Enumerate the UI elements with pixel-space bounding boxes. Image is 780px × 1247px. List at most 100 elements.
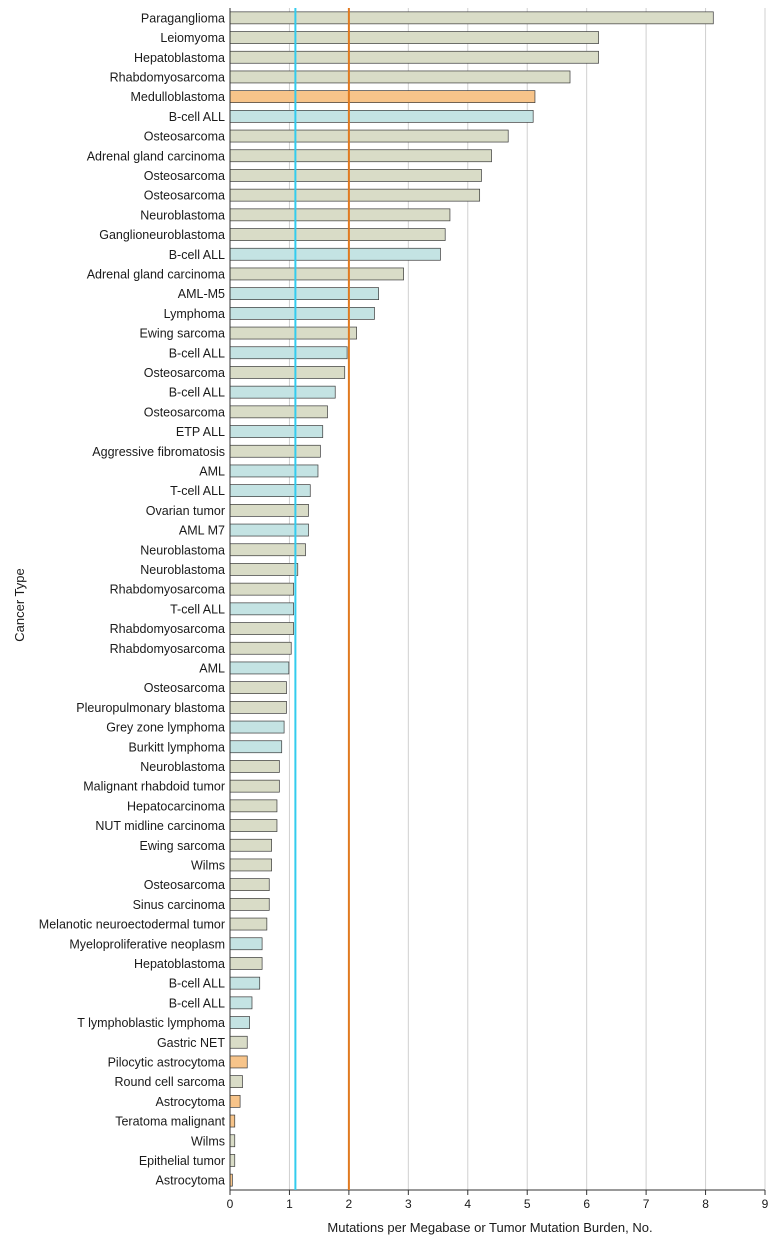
bar-35	[229, 700, 287, 714]
category-label-4: Medulloblastoma	[131, 90, 226, 104]
category-label-15: Lymphoma	[164, 307, 225, 321]
bar-1	[229, 31, 599, 44]
category-label-42: Ewing sarcoma	[140, 839, 225, 853]
category-label-30: T-cell ALL	[170, 602, 225, 616]
x-tick-label-9: 9	[762, 1197, 769, 1211]
category-label-41: NUT midline carcinoma	[95, 819, 225, 833]
x-tick-label-5: 5	[524, 1197, 531, 1211]
bar-34	[229, 681, 287, 695]
bar-11	[229, 228, 446, 241]
category-label-54: Round cell sarcoma	[115, 1075, 226, 1089]
category-label-29: Rhabdomyosarcoma	[110, 583, 225, 597]
bar-50	[229, 996, 253, 1010]
bar-19	[229, 385, 336, 399]
category-label-12: B-cell ALL	[169, 248, 225, 262]
category-label-52: Gastric NET	[157, 1036, 225, 1050]
bar-43	[229, 858, 272, 872]
category-label-32: Rhabdomyosarcoma	[110, 642, 225, 656]
category-label-20: Osteosarcoma	[144, 405, 225, 419]
x-axis-title: Mutations per Megabase or Tumor Mutation…	[327, 1220, 652, 1235]
bar-57	[229, 1134, 236, 1148]
category-label-34: Osteosarcoma	[144, 681, 225, 695]
category-label-13: Adrenal gland carcinoma	[87, 267, 225, 281]
bar-55	[229, 1094, 241, 1108]
category-label-47: Myeloproliferative neoplasm	[69, 937, 225, 951]
x-tick-label-1: 1	[286, 1197, 293, 1211]
bar-20	[229, 405, 328, 419]
category-label-17: B-cell ALL	[169, 346, 225, 360]
category-label-59: Astrocytoma	[156, 1174, 226, 1188]
category-label-43: Wilms	[191, 858, 225, 872]
x-tick-labels: 0 1 2 3 4 5 6 7 8 9	[227, 1190, 769, 1211]
bar-30	[229, 602, 294, 616]
bar-18	[229, 366, 346, 379]
bar-28	[229, 563, 299, 576]
x-tick-label-0: 0	[227, 1197, 234, 1211]
bar-16	[229, 326, 357, 340]
category-label-25: Ovarian tumor	[146, 504, 225, 518]
bar-23	[229, 464, 319, 478]
category-label-14: AML-M5	[178, 287, 225, 301]
category-label-33: AML	[199, 661, 225, 675]
category-label-46: Melanotic neuroectodermal tumor	[39, 918, 225, 932]
bar-38	[229, 760, 280, 773]
x-tick-label-3: 3	[405, 1197, 412, 1211]
category-label-38: Neuroblastoma	[140, 760, 225, 774]
category-label-3: Rhabdomyosarcoma	[110, 70, 225, 84]
bar-0	[229, 11, 714, 25]
category-label-40: Hepatocarcinoma	[127, 799, 225, 813]
bar-15	[229, 307, 375, 320]
bar-22	[229, 444, 321, 458]
category-label-19: B-cell ALL	[169, 386, 225, 400]
bar-24	[229, 484, 311, 497]
category-label-50: B-cell ALL	[169, 996, 225, 1010]
bar-12	[229, 247, 441, 261]
bar-8	[229, 169, 482, 182]
category-label-23: AML	[199, 464, 225, 478]
bar-31	[229, 622, 294, 635]
bars	[229, 11, 714, 1187]
category-label-0: Paraganglioma	[141, 11, 225, 25]
category-label-51: T lymphoblastic lymphoma	[77, 1016, 225, 1030]
bar-53	[229, 1055, 248, 1069]
bar-9	[229, 188, 481, 202]
category-label-2: Hepatoblastoma	[134, 51, 225, 65]
bar-17	[229, 346, 348, 360]
category-label-53: Pilocytic astrocytoma	[108, 1055, 225, 1069]
bar-6	[229, 129, 509, 143]
category-label-22: Aggressive fibromatosis	[92, 445, 225, 459]
bar-58	[229, 1154, 236, 1167]
bar-25	[229, 504, 309, 517]
gridlines	[288, 8, 766, 1190]
category-label-26: AML M7	[179, 524, 225, 538]
bar-33	[229, 661, 290, 675]
bar-21	[229, 425, 324, 438]
bar-2	[229, 50, 599, 64]
bar-51	[229, 1016, 250, 1029]
bar-10	[229, 208, 451, 222]
bar-48	[229, 957, 263, 970]
bar-14	[229, 287, 379, 300]
category-label-39: Malignant rhabdoid tumor	[83, 780, 225, 794]
category-label-36: Grey zone lymphoma	[106, 721, 225, 735]
bar-44	[229, 878, 270, 892]
bar-42	[229, 838, 272, 852]
bar-40	[229, 799, 278, 813]
category-label-28: Neuroblastoma	[140, 563, 225, 577]
bar-52	[229, 1035, 248, 1049]
bar-29	[229, 582, 294, 596]
bar-56	[229, 1114, 236, 1128]
bar-26	[229, 523, 309, 537]
bar-49	[229, 976, 261, 990]
category-label-21: ETP ALL	[176, 425, 225, 439]
category-label-58: Epithelial tumor	[139, 1154, 225, 1168]
category-label-16: Ewing sarcoma	[140, 327, 225, 341]
category-label-48: Hepatoblastoma	[134, 957, 225, 971]
bar-39	[229, 779, 280, 793]
reference-lines	[294, 8, 350, 1190]
category-label-7: Adrenal gland carcinoma	[87, 149, 225, 163]
bar-37	[229, 740, 283, 754]
x-tick-label-6: 6	[583, 1197, 590, 1211]
x-tick-label-8: 8	[702, 1197, 709, 1211]
